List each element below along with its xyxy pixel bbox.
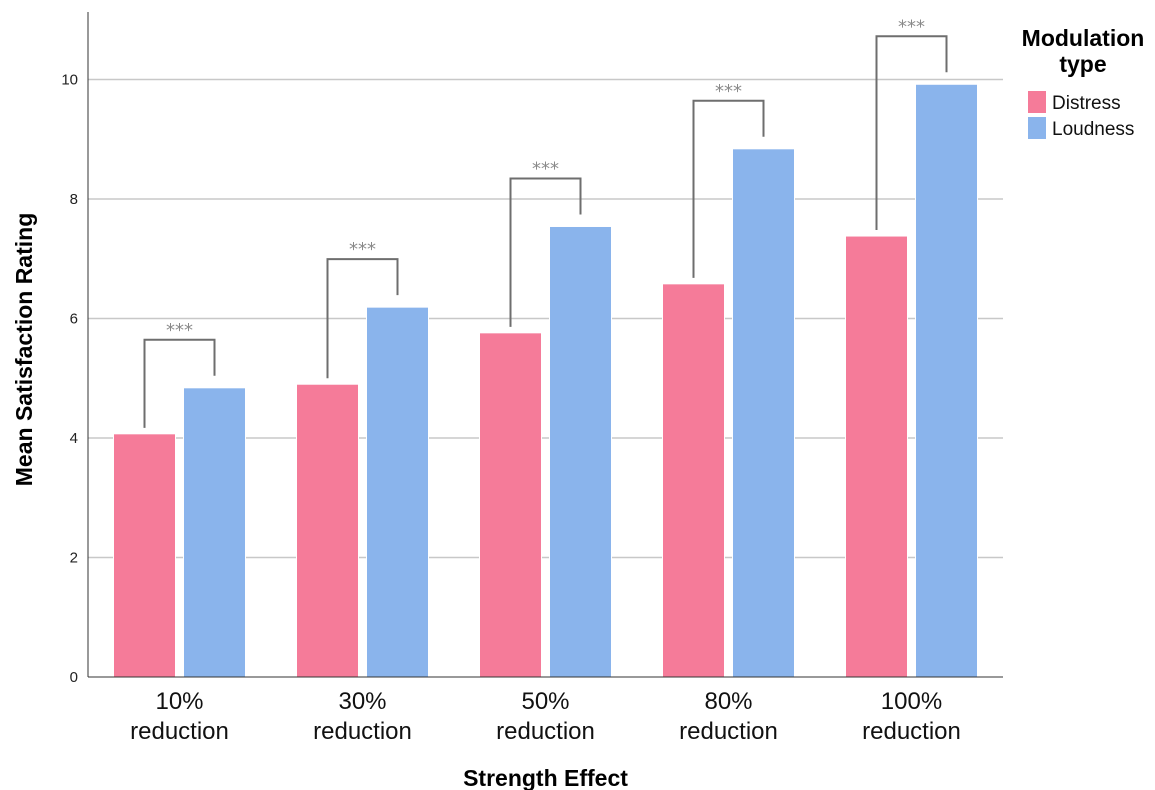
bar-distress: [479, 332, 542, 678]
significance-brackets: *** *** *** *** ***: [143, 16, 948, 428]
significance-bracket: [509, 177, 582, 327]
x-tick-label: reduction: [496, 718, 595, 745]
axes: [87, 12, 1003, 678]
x-tick-label: 50%: [521, 688, 569, 715]
bar-distress: [113, 433, 176, 678]
x-tick-labels: 10% reduction 30% reduction 50% reduction 80% r…: [130, 688, 961, 745]
significance-bracket: [692, 99, 765, 278]
x-tick-label: 10%: [155, 688, 203, 715]
y-tick-label: 8: [70, 191, 78, 208]
legend-label-distress: Distress: [1052, 93, 1121, 114]
x-axis-title: Strength Effect: [463, 765, 628, 790]
bar-loudness: [549, 225, 612, 678]
legend: Modulation type Distress Loudness: [1022, 25, 1145, 140]
y-tick-label: 0: [70, 669, 78, 686]
bar-loudness: [732, 148, 795, 678]
bar-distress: [662, 283, 725, 678]
significance-bracket: [875, 35, 948, 231]
x-tick-label: 30%: [338, 688, 386, 715]
significance-label: ***: [532, 158, 559, 179]
legend-swatch-loudness: [1028, 117, 1046, 139]
bar-distress: [296, 383, 359, 678]
significance-label: ***: [349, 239, 376, 260]
x-tick-label: reduction: [679, 718, 778, 745]
legend-title-line-1: Modulation: [1022, 25, 1145, 51]
y-tick-label: 2: [70, 550, 78, 567]
bars: [113, 83, 978, 678]
legend-title-line-2: type: [1059, 51, 1106, 77]
bar-distress: [845, 235, 908, 678]
y-tick-label: 4: [70, 430, 78, 447]
x-tick-label: 100%: [881, 688, 942, 715]
legend-label-loudness: Loudness: [1052, 119, 1134, 140]
significance-bracket: [143, 338, 216, 428]
y-tick-labels: 0 2 4 6 8 10: [61, 72, 78, 687]
x-tick-label: reduction: [313, 718, 412, 745]
y-tick-label: 6: [70, 311, 78, 328]
legend-swatch-distress: [1028, 91, 1046, 113]
y-tick-label: 10: [61, 72, 78, 89]
y-axis-title: Mean Satisfaction Rating: [11, 213, 37, 486]
bar-loudness: [366, 306, 429, 678]
x-tick-label: reduction: [862, 718, 961, 745]
bar-loudness: [183, 387, 246, 678]
significance-label: ***: [898, 16, 925, 37]
significance-bracket: [326, 258, 399, 379]
significance-label: ***: [715, 81, 742, 102]
x-tick-label: reduction: [130, 718, 229, 745]
bar-loudness: [915, 83, 978, 678]
significance-label: ***: [166, 320, 193, 341]
x-tick-label: 80%: [704, 688, 752, 715]
